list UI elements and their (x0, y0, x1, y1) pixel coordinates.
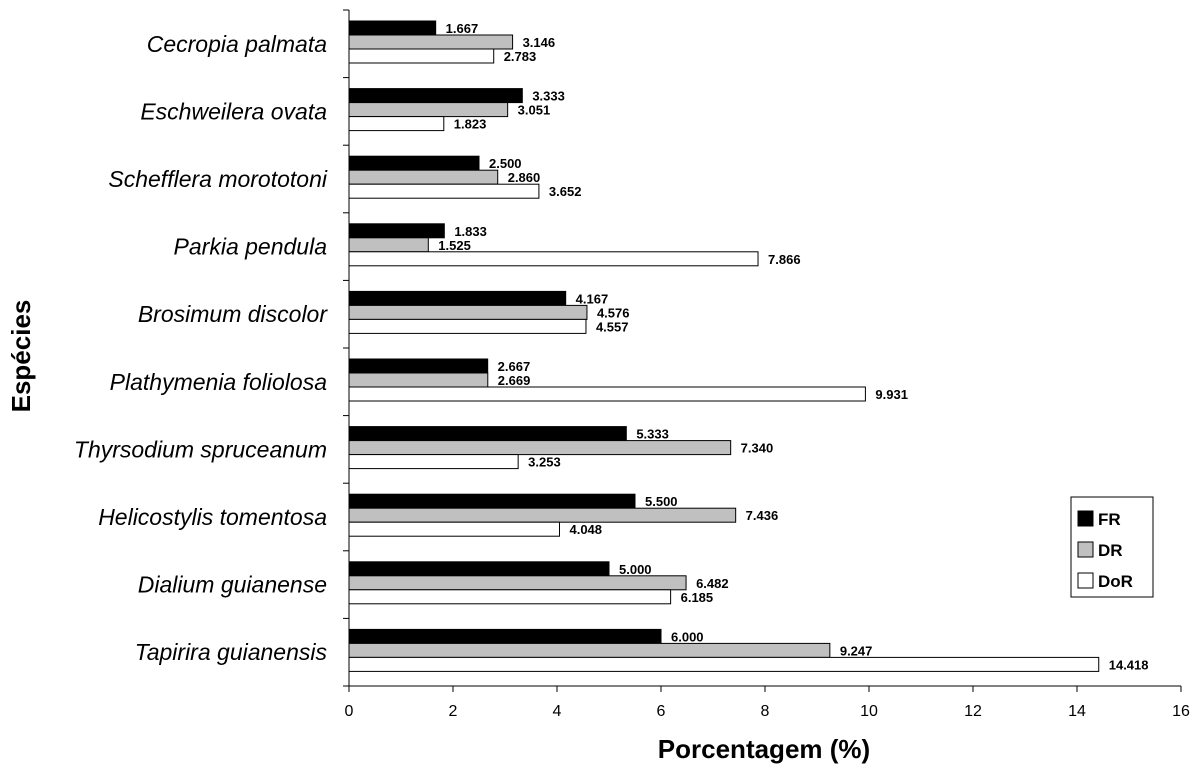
category-label: Helicostylis tomentosa (98, 504, 327, 530)
bar-dor (348, 589, 672, 605)
bar-dor (348, 454, 519, 470)
bar-fr (348, 628, 662, 644)
data-label: 14.418 (1109, 657, 1149, 672)
data-label: 5.000 (619, 562, 652, 577)
x-tick-label: 14 (1068, 703, 1086, 720)
legend-label-dr: DR (1098, 541, 1123, 560)
data-label: 7.866 (768, 252, 801, 267)
x-tick-label: 10 (860, 703, 878, 720)
data-label: 1.823 (454, 117, 487, 132)
data-label: 3.652 (549, 184, 582, 199)
data-label: 3.333 (532, 89, 565, 104)
data-label: 2.667 (498, 359, 531, 374)
data-label: 1.667 (446, 21, 479, 36)
x-tick-label: 2 (449, 703, 458, 720)
data-label: 6.482 (696, 576, 729, 591)
legend-swatch-fr (1077, 510, 1094, 527)
legend-label-dor: DoR (1098, 572, 1133, 591)
data-label: 5.333 (636, 427, 669, 442)
bar-dr (348, 169, 499, 185)
category-label: Brosimum discolor (138, 301, 328, 327)
data-label: 3.253 (528, 455, 561, 470)
legend-swatch-dr (1077, 541, 1094, 558)
bar-dr (348, 102, 509, 118)
bar-dr (348, 372, 489, 388)
x-tick-label: 4 (553, 703, 562, 720)
axes-layer: 0 2 4 6 8 10 12 14 16 (343, 9, 1190, 720)
data-label: 6.000 (671, 629, 704, 644)
data-label: 4.557 (596, 319, 629, 334)
data-label: 4.048 (569, 522, 602, 537)
data-label: 1.833 (454, 224, 487, 239)
bar-dr (348, 507, 737, 523)
bar-dr (348, 34, 514, 50)
category-label: Eschweilera ovata (140, 98, 327, 124)
data-label: 5.500 (645, 494, 678, 509)
data-label: 9.931 (875, 387, 908, 402)
bar-fr (348, 155, 480, 171)
bar-fr (348, 358, 489, 374)
data-label: 9.247 (840, 643, 873, 658)
data-label: 1.525 (438, 238, 471, 253)
bar-dor (348, 521, 560, 537)
bar-fr (348, 88, 523, 104)
bar-dr (348, 304, 588, 320)
category-label: Plathymenia foliolosa (110, 369, 327, 395)
category-label: Thyrsodium spruceanum (74, 436, 327, 462)
bar-dor (348, 318, 587, 334)
bar-dr (348, 642, 831, 658)
bar-dor (348, 251, 759, 267)
bar-dor (348, 183, 540, 199)
data-label: 2.783 (504, 49, 537, 64)
x-tick-label: 8 (761, 703, 770, 720)
category-label: Parkia pendula (174, 234, 327, 260)
bar-dor (348, 656, 1100, 672)
bar-dr (348, 575, 687, 591)
category-label: Schefflera morototoni (108, 166, 328, 192)
legend-swatch-dor (1077, 572, 1094, 589)
legend: FR DR DoR (1070, 496, 1154, 598)
data-label: 4.167 (576, 291, 609, 306)
data-label: 2.500 (489, 156, 522, 171)
bar-fr (348, 20, 437, 36)
category-label: Tapirira guianensis (135, 639, 328, 665)
x-tick-label: 16 (1172, 703, 1190, 720)
y-axis-title: Espécies (6, 300, 36, 413)
data-label: 7.436 (746, 508, 779, 523)
category-label: Cecropia palmata (147, 31, 327, 57)
bar-fr (348, 493, 636, 509)
data-label: 3.051 (518, 103, 551, 118)
data-label: 2.669 (498, 373, 531, 388)
bar-fr (348, 223, 445, 239)
x-tick-label: 12 (964, 703, 982, 720)
data-label: 7.340 (741, 441, 774, 456)
bar-dor (348, 386, 866, 402)
bar-dr (348, 237, 429, 253)
x-tick-label: 6 (657, 703, 666, 720)
data-label: 2.860 (508, 170, 541, 185)
bar-dor (348, 48, 495, 64)
x-axis-title: Porcentagem (%) (658, 734, 870, 764)
bar-fr (348, 426, 627, 442)
category-label: Dialium guianense (138, 572, 327, 598)
bar-fr (348, 561, 610, 577)
bar-fr (348, 290, 567, 306)
bar-dr (348, 440, 732, 456)
data-label: 4.576 (597, 305, 630, 320)
legend-label-fr: FR (1098, 510, 1121, 529)
bar-dor (348, 116, 445, 132)
data-label: 6.185 (681, 590, 714, 605)
data-label: 3.146 (523, 35, 556, 50)
x-tick-label: 0 (345, 703, 354, 720)
